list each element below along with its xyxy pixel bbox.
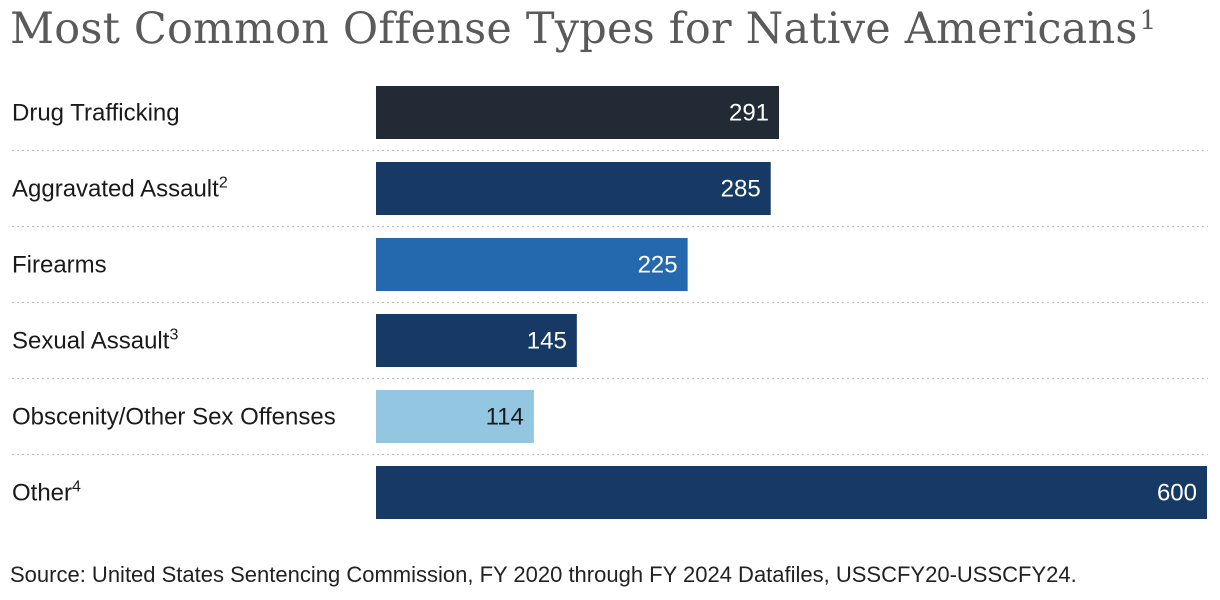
category-label-text: Other [12,480,72,507]
category-footnote: 4 [72,479,81,496]
category-label: Obscenity/Other Sex Offenses [12,404,336,431]
category-label: Other4 [12,479,81,507]
category-label-text: Obscenity/Other Sex Offenses [12,404,336,431]
category-label: Sexual Assault3 [12,327,178,355]
bar [376,466,1207,519]
bar [376,162,771,215]
category-label: Aggravated Assault2 [12,175,228,203]
category-label: Drug Trafficking [12,100,180,127]
category-footnote: 3 [169,327,178,344]
chart-title: Most Common Offense Types for Native Ame… [10,4,1156,54]
category-label: Firearms [12,252,107,279]
category-label-text: Aggravated Assault [12,176,219,203]
bar-chart: Drug Trafficking 291 Aggravated Assault2 28… [12,86,1208,519]
category-label-text: Drug Trafficking [12,100,180,127]
bar [376,314,577,367]
value-label: 225 [638,252,678,279]
category-footnote: 2 [219,175,228,192]
bar [376,86,780,139]
bar [376,238,688,291]
value-label: 145 [527,328,567,355]
value-label: 285 [721,176,761,203]
value-label: 600 [1157,480,1197,507]
chart-title-text: Most Common Offense Types for Native Ame… [10,4,1138,54]
category-label-text: Sexual Assault [12,328,170,355]
category-label-text: Firearms [12,252,107,279]
value-label: 114 [486,404,524,431]
value-label: 291 [729,100,769,127]
chart-title-footnote: 1 [1139,6,1157,36]
source-note: Source: United States Sentencing Commiss… [10,562,1077,587]
bar [376,390,534,443]
